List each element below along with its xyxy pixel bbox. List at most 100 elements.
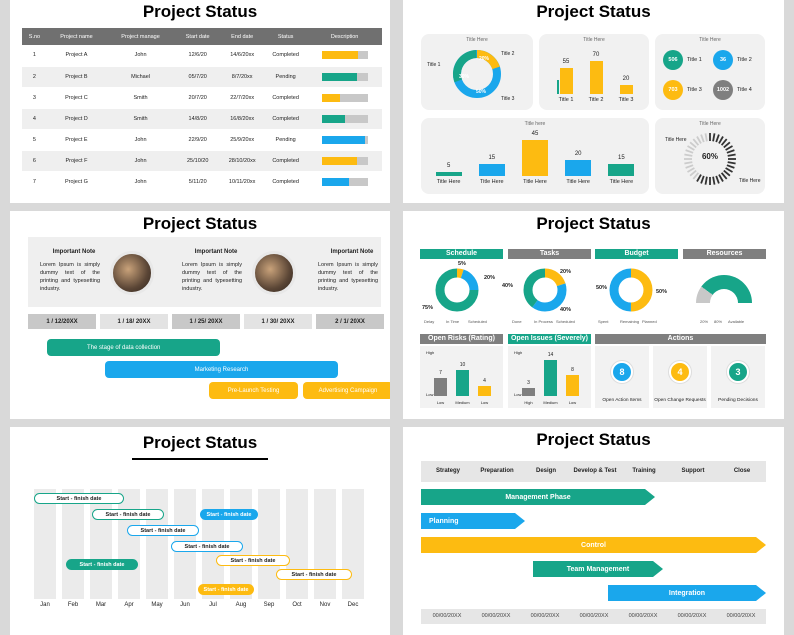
donut-row: 5% 20% 75% 20% 40% 40% 50% 50% Delay In Time Sched… <box>420 261 766 331</box>
month-column <box>62 489 84 599</box>
gauge-tick <box>687 145 695 151</box>
tasks-donut-segment <box>523 268 567 312</box>
gauge-tick <box>718 174 724 182</box>
bar-value: 4 <box>483 377 486 384</box>
donut-value-1: 30% <box>459 74 470 80</box>
gauge-tick <box>684 153 693 157</box>
action-count: 3 <box>727 361 749 383</box>
section-header: Tasks <box>508 249 591 259</box>
kpi-label: Title 4 <box>737 87 752 93</box>
bar-value: 10 <box>459 362 466 369</box>
progress-fill <box>321 156 358 165</box>
slide-title: Project Status <box>536 2 651 21</box>
donut-label-2: Title 2 <box>501 51 515 57</box>
gauge-tick <box>727 153 736 157</box>
cell-mgr: John <box>106 150 176 172</box>
legend-item: Planned <box>642 319 657 324</box>
phase-date: 00/00/20XX <box>579 613 609 619</box>
section-header: Open Issues (Severely) <box>508 334 591 344</box>
phase-header: Strategy <box>435 468 460 474</box>
schedule-donut <box>435 268 479 312</box>
month-label: May <box>151 602 163 608</box>
cell-progress <box>307 171 382 193</box>
month-label: Aug <box>235 602 247 608</box>
progress-bar <box>321 114 368 123</box>
legend-item: Done <box>512 319 522 324</box>
gauge-tick <box>685 164 694 169</box>
note-heading: Important Note <box>330 249 374 255</box>
date-pill: Start - finish date <box>34 493 124 504</box>
gauge-tick <box>718 136 724 144</box>
month-column <box>258 489 280 599</box>
cell-status: Completed <box>264 87 308 109</box>
phase-date: 00/00/20XX <box>530 613 560 619</box>
bar-chart-3: 55 Title 1 70 Title 2 20 Title 3 <box>551 48 641 106</box>
kpi-circle: 1002 <box>713 80 733 100</box>
axis-high: High <box>426 350 435 355</box>
table-header-3: Start date <box>175 28 221 45</box>
cell-status: Completed <box>264 150 308 172</box>
bar-label: Title 2 <box>588 97 604 103</box>
bar-value: 15 <box>618 155 625 161</box>
timeline-bar-3: Pre-Launch Testing <box>209 382 298 399</box>
cell-mgr: Smith <box>106 87 176 109</box>
gauge-tick <box>704 176 708 185</box>
bar <box>435 172 462 176</box>
bar <box>565 160 592 176</box>
cell-end: 28/10/20xx <box>220 150 265 172</box>
photo-avatar <box>110 251 154 295</box>
schedule-donut-segment <box>435 268 479 312</box>
section-header: Resources <box>683 249 766 259</box>
donut-value: 50% <box>596 285 608 291</box>
mini-chart-card: High Low 3 High 14 Medium 8 Low <box>508 346 591 408</box>
phase-date: 00/00/20XX <box>432 613 462 619</box>
bar-value: 8 <box>571 367 574 374</box>
notes-band <box>28 237 381 307</box>
gauge-dial <box>684 133 736 185</box>
date-pill: Start - finish date <box>216 555 290 566</box>
cell-no: 3 <box>22 87 47 109</box>
donut-value: 40% <box>502 283 514 289</box>
gauge-tick <box>726 164 735 169</box>
phase-header: Support <box>681 468 705 474</box>
cell-end: 25/9/20xx <box>220 129 265 151</box>
action-label: Open Action Items <box>602 398 642 403</box>
donut-value-3: 50% <box>476 89 487 95</box>
legend-item: Available <box>728 319 745 324</box>
kpi-label: Title 3 <box>687 87 702 93</box>
slide-project-table: Project Status S.no Project name Project m… <box>10 0 390 203</box>
donut-value: 20% <box>560 269 572 275</box>
timeline-bar-2: Marketing Research <box>105 361 338 378</box>
gauge-value: 60% <box>701 152 718 161</box>
gauge-tick <box>696 174 702 182</box>
donut-slice-teal <box>453 50 502 98</box>
cell-start: 5/11/20 <box>175 171 221 193</box>
cell-name: Project D <box>46 108 107 130</box>
donut-value: 5% <box>458 261 466 267</box>
progress-fill <box>321 72 358 81</box>
table-row: 6 Project F John 25/10/20 28/10/20xx Complete… <box>22 150 382 172</box>
bar-value: 5 <box>446 163 451 169</box>
month-column <box>314 489 336 599</box>
donut-value: 20% <box>484 275 496 281</box>
legend-item: Scheduled <box>556 319 575 324</box>
note-body: Lorem Ipsum is simply dummy text of the … <box>318 262 378 292</box>
cell-progress <box>307 87 382 109</box>
cell-no: 7 <box>22 171 47 193</box>
table-header-5: Status <box>264 28 308 45</box>
cell-name: Project C <box>46 87 107 109</box>
bar-label: Title Here <box>523 179 547 185</box>
bar-value: 7 <box>439 370 442 376</box>
cell-start: 12/6/20 <box>175 45 221 67</box>
bar <box>544 360 557 396</box>
month-label: Jul <box>209 602 217 608</box>
cell-end: 14/6/20xx <box>220 45 265 67</box>
slide-phase-gantt: Project Status Management Phase Planning… <box>403 427 784 635</box>
gauge-tick <box>700 175 705 184</box>
donut-slice-yellow <box>453 50 501 98</box>
donut-value: 75% <box>422 305 434 311</box>
date-pill: Start - finish date <box>200 509 258 520</box>
month-label: Nov <box>319 602 331 608</box>
arrow-integration: Integration <box>608 585 766 601</box>
month-label: Jan <box>40 602 50 608</box>
